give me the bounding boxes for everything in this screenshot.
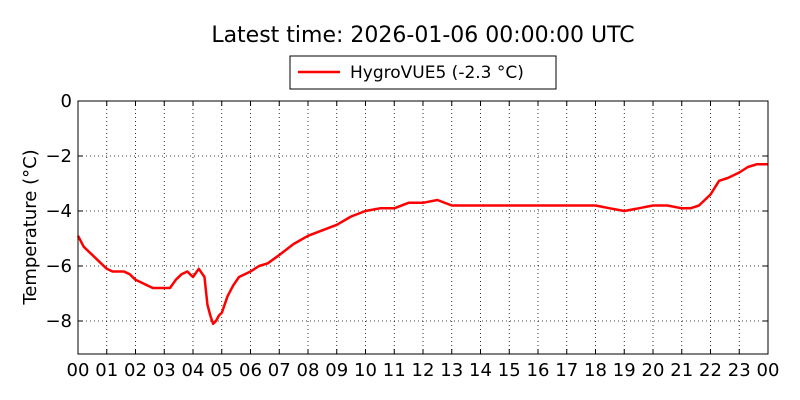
x-axis: 00 01 02 03 04 05 06 07 08 09 10 11 12 13 14 15 16 17 18 19… (67, 101, 780, 381)
plot-area (76, 163, 768, 326)
x-tick-label: 03 (153, 360, 176, 381)
y-tick-label: 0 (61, 91, 72, 112)
x-tick-label: 04 (182, 360, 205, 381)
x-tick-label: 00 (67, 360, 90, 381)
x-tick-label: 23 (728, 360, 751, 381)
y-tick-label: −6 (45, 256, 72, 277)
y-axis: 0 −2 −4 −6 −8 (45, 91, 768, 332)
chart-title: Latest time: 2026-01-06 00:00:00 UTC (211, 23, 634, 48)
y-tick-label: −8 (45, 311, 72, 332)
x-tick-label: 18 (584, 360, 607, 381)
x-tick-label: 14 (469, 360, 492, 381)
x-tick-label: 08 (297, 360, 320, 381)
x-tick-label: 22 (699, 360, 722, 381)
x-tick-label: 06 (239, 360, 262, 381)
legend: HygroVUE5 (-2.3 °C) (289, 55, 557, 90)
x-tick-label: 02 (124, 360, 147, 381)
x-tick-label: 21 (670, 360, 693, 381)
x-tick-label: 19 (613, 360, 636, 381)
x-tick-label: 15 (498, 360, 521, 381)
y-axis-label: Temperature (°C) (20, 149, 41, 305)
x-tick-label: 20 (642, 360, 665, 381)
axes-frame (77, 100, 769, 355)
x-tick-label: 12 (412, 360, 435, 381)
y-tick-label: −2 (45, 146, 72, 167)
x-tick-label: 10 (354, 360, 377, 381)
x-tick-label: 09 (325, 360, 348, 381)
x-tick-label: 01 (95, 360, 118, 381)
x-tick-label: 07 (268, 360, 291, 381)
x-tick-label: 11 (383, 360, 406, 381)
x-tick-label: 16 (527, 360, 550, 381)
grid (78, 101, 768, 354)
x-tick-label: 00 (757, 360, 780, 381)
x-tick-label: 17 (555, 360, 578, 381)
x-tick-label: 05 (210, 360, 233, 381)
x-tick-label: 13 (440, 360, 463, 381)
series-line-hygrovue5 (76, 163, 768, 326)
y-tick-label: −4 (45, 201, 72, 222)
legend-entry-label: HygroVUE5 (-2.3 °C) (350, 63, 524, 83)
